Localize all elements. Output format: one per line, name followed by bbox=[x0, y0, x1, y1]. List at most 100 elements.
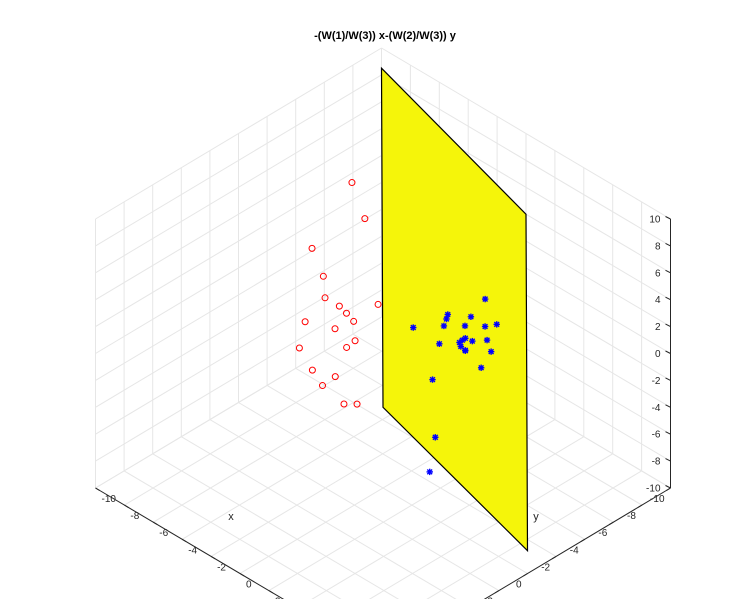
star-stroke bbox=[456, 339, 463, 346]
star-stroke bbox=[462, 347, 469, 354]
z-tick-mark bbox=[665, 323, 671, 328]
x-tick-mark bbox=[551, 555, 557, 560]
blue-star-point bbox=[477, 364, 485, 371]
y-tick-mark bbox=[153, 521, 158, 526]
x-tick-label: -6 bbox=[598, 528, 607, 539]
x-tick-mark bbox=[494, 590, 500, 594]
red-circle-point bbox=[374, 300, 382, 308]
star-stroke bbox=[429, 376, 436, 383]
y-tick-mark bbox=[210, 555, 216, 560]
series-red-circles bbox=[295, 179, 382, 408]
x-tick-label: -4 bbox=[570, 545, 579, 556]
x-tick-mark bbox=[523, 573, 528, 577]
red-circle-point bbox=[331, 373, 339, 381]
z-tick-mark bbox=[665, 242, 671, 247]
wall-gridline bbox=[95, 182, 382, 354]
z-tick-mark bbox=[665, 350, 671, 354]
blue-star-point bbox=[429, 376, 436, 383]
z-tick-mark bbox=[665, 296, 671, 301]
z-tick-label: -10 bbox=[646, 484, 661, 495]
red-circle-point bbox=[295, 344, 303, 352]
star-stroke bbox=[488, 348, 495, 355]
red-circle-point bbox=[343, 343, 351, 351]
tick-labels: -10-10-10-8-8-8-6-6-6-4-4-4-2-2-20002224… bbox=[95, 215, 671, 604]
star-stroke bbox=[469, 338, 476, 345]
red-circle-point bbox=[321, 294, 329, 302]
blue-star-point bbox=[462, 347, 469, 354]
y-axis-label: y bbox=[533, 511, 539, 523]
star-stroke bbox=[436, 340, 443, 347]
red-circle-point bbox=[331, 325, 339, 333]
wall-gridline bbox=[95, 155, 382, 328]
red-circle-point bbox=[342, 309, 350, 317]
z-tick-mark bbox=[665, 269, 671, 274]
x-tick-label: -8 bbox=[627, 511, 636, 522]
star-stroke bbox=[462, 322, 468, 329]
x-tick-mark bbox=[609, 521, 614, 526]
star-stroke bbox=[478, 364, 485, 371]
red-circle-point bbox=[335, 302, 343, 310]
z-tick-label: -8 bbox=[652, 457, 661, 468]
z-tick-mark bbox=[665, 458, 671, 462]
star-stroke bbox=[468, 313, 474, 320]
wall-gridline bbox=[95, 47, 382, 220]
z-tick-mark bbox=[665, 404, 671, 408]
blue-star-point bbox=[444, 311, 451, 318]
floor-gridline bbox=[209, 419, 500, 592]
blue-star-point bbox=[443, 315, 450, 323]
star-stroke bbox=[432, 434, 439, 441]
red-circle-point bbox=[319, 272, 327, 280]
wall-gridline bbox=[95, 128, 382, 301]
red-circle-point bbox=[350, 317, 358, 325]
y-tick-label: -2 bbox=[217, 562, 226, 573]
z-tick-mark bbox=[665, 377, 671, 381]
x-tick-label: -10 bbox=[650, 494, 665, 505]
floor-gridline bbox=[181, 436, 466, 604]
floor-gridline bbox=[418, 470, 642, 604]
y-tick-mark bbox=[124, 504, 129, 508]
red-circle-point bbox=[348, 179, 356, 187]
x-tick-mark bbox=[580, 538, 585, 543]
z-tick-label: 4 bbox=[655, 295, 661, 306]
z-tick-label: -2 bbox=[652, 376, 661, 387]
blue-star-point bbox=[456, 339, 463, 346]
blue-star-point bbox=[469, 337, 476, 345]
blue-star-point bbox=[432, 434, 439, 441]
x-tick-label: -2 bbox=[541, 562, 550, 573]
y-tick-label: -6 bbox=[159, 528, 168, 539]
z-tick-label: 10 bbox=[649, 215, 661, 226]
star-stroke bbox=[426, 469, 433, 475]
y-tick-label: 0 bbox=[246, 580, 252, 591]
star-stroke bbox=[462, 335, 469, 342]
star-stroke bbox=[441, 323, 447, 329]
blue-star-point bbox=[410, 324, 417, 331]
floor-gridline bbox=[303, 436, 585, 604]
blue-star-point bbox=[481, 295, 489, 303]
red-circle-point bbox=[308, 244, 316, 252]
red-circle-point bbox=[301, 318, 309, 326]
y-tick-mark bbox=[268, 590, 274, 594]
x-tick-label: 0 bbox=[516, 580, 522, 591]
star-stroke bbox=[482, 296, 489, 302]
star-stroke bbox=[457, 343, 464, 350]
red-circle-point bbox=[340, 400, 348, 408]
blue-star-point bbox=[493, 321, 500, 328]
blue-star-point bbox=[440, 322, 448, 330]
z-tick-mark bbox=[665, 431, 671, 435]
blue-star-point bbox=[436, 340, 443, 348]
floor-gridline bbox=[123, 470, 351, 604]
star-stroke bbox=[410, 324, 417, 331]
y-tick-mark bbox=[181, 538, 187, 543]
x-tick-mark bbox=[637, 504, 643, 508]
chart-title: -(W(1)/W(3)) x-(W(2)/W(3)) y bbox=[314, 30, 457, 42]
z-tick-label: -4 bbox=[652, 403, 661, 414]
wall-gridline bbox=[381, 47, 671, 220]
star-stroke bbox=[443, 316, 450, 322]
z-tick-label: 2 bbox=[655, 322, 661, 333]
floor-gridline bbox=[152, 453, 408, 604]
z-tick-mark bbox=[665, 216, 671, 220]
blue-star-point bbox=[426, 468, 433, 476]
red-circle-point bbox=[319, 382, 327, 390]
